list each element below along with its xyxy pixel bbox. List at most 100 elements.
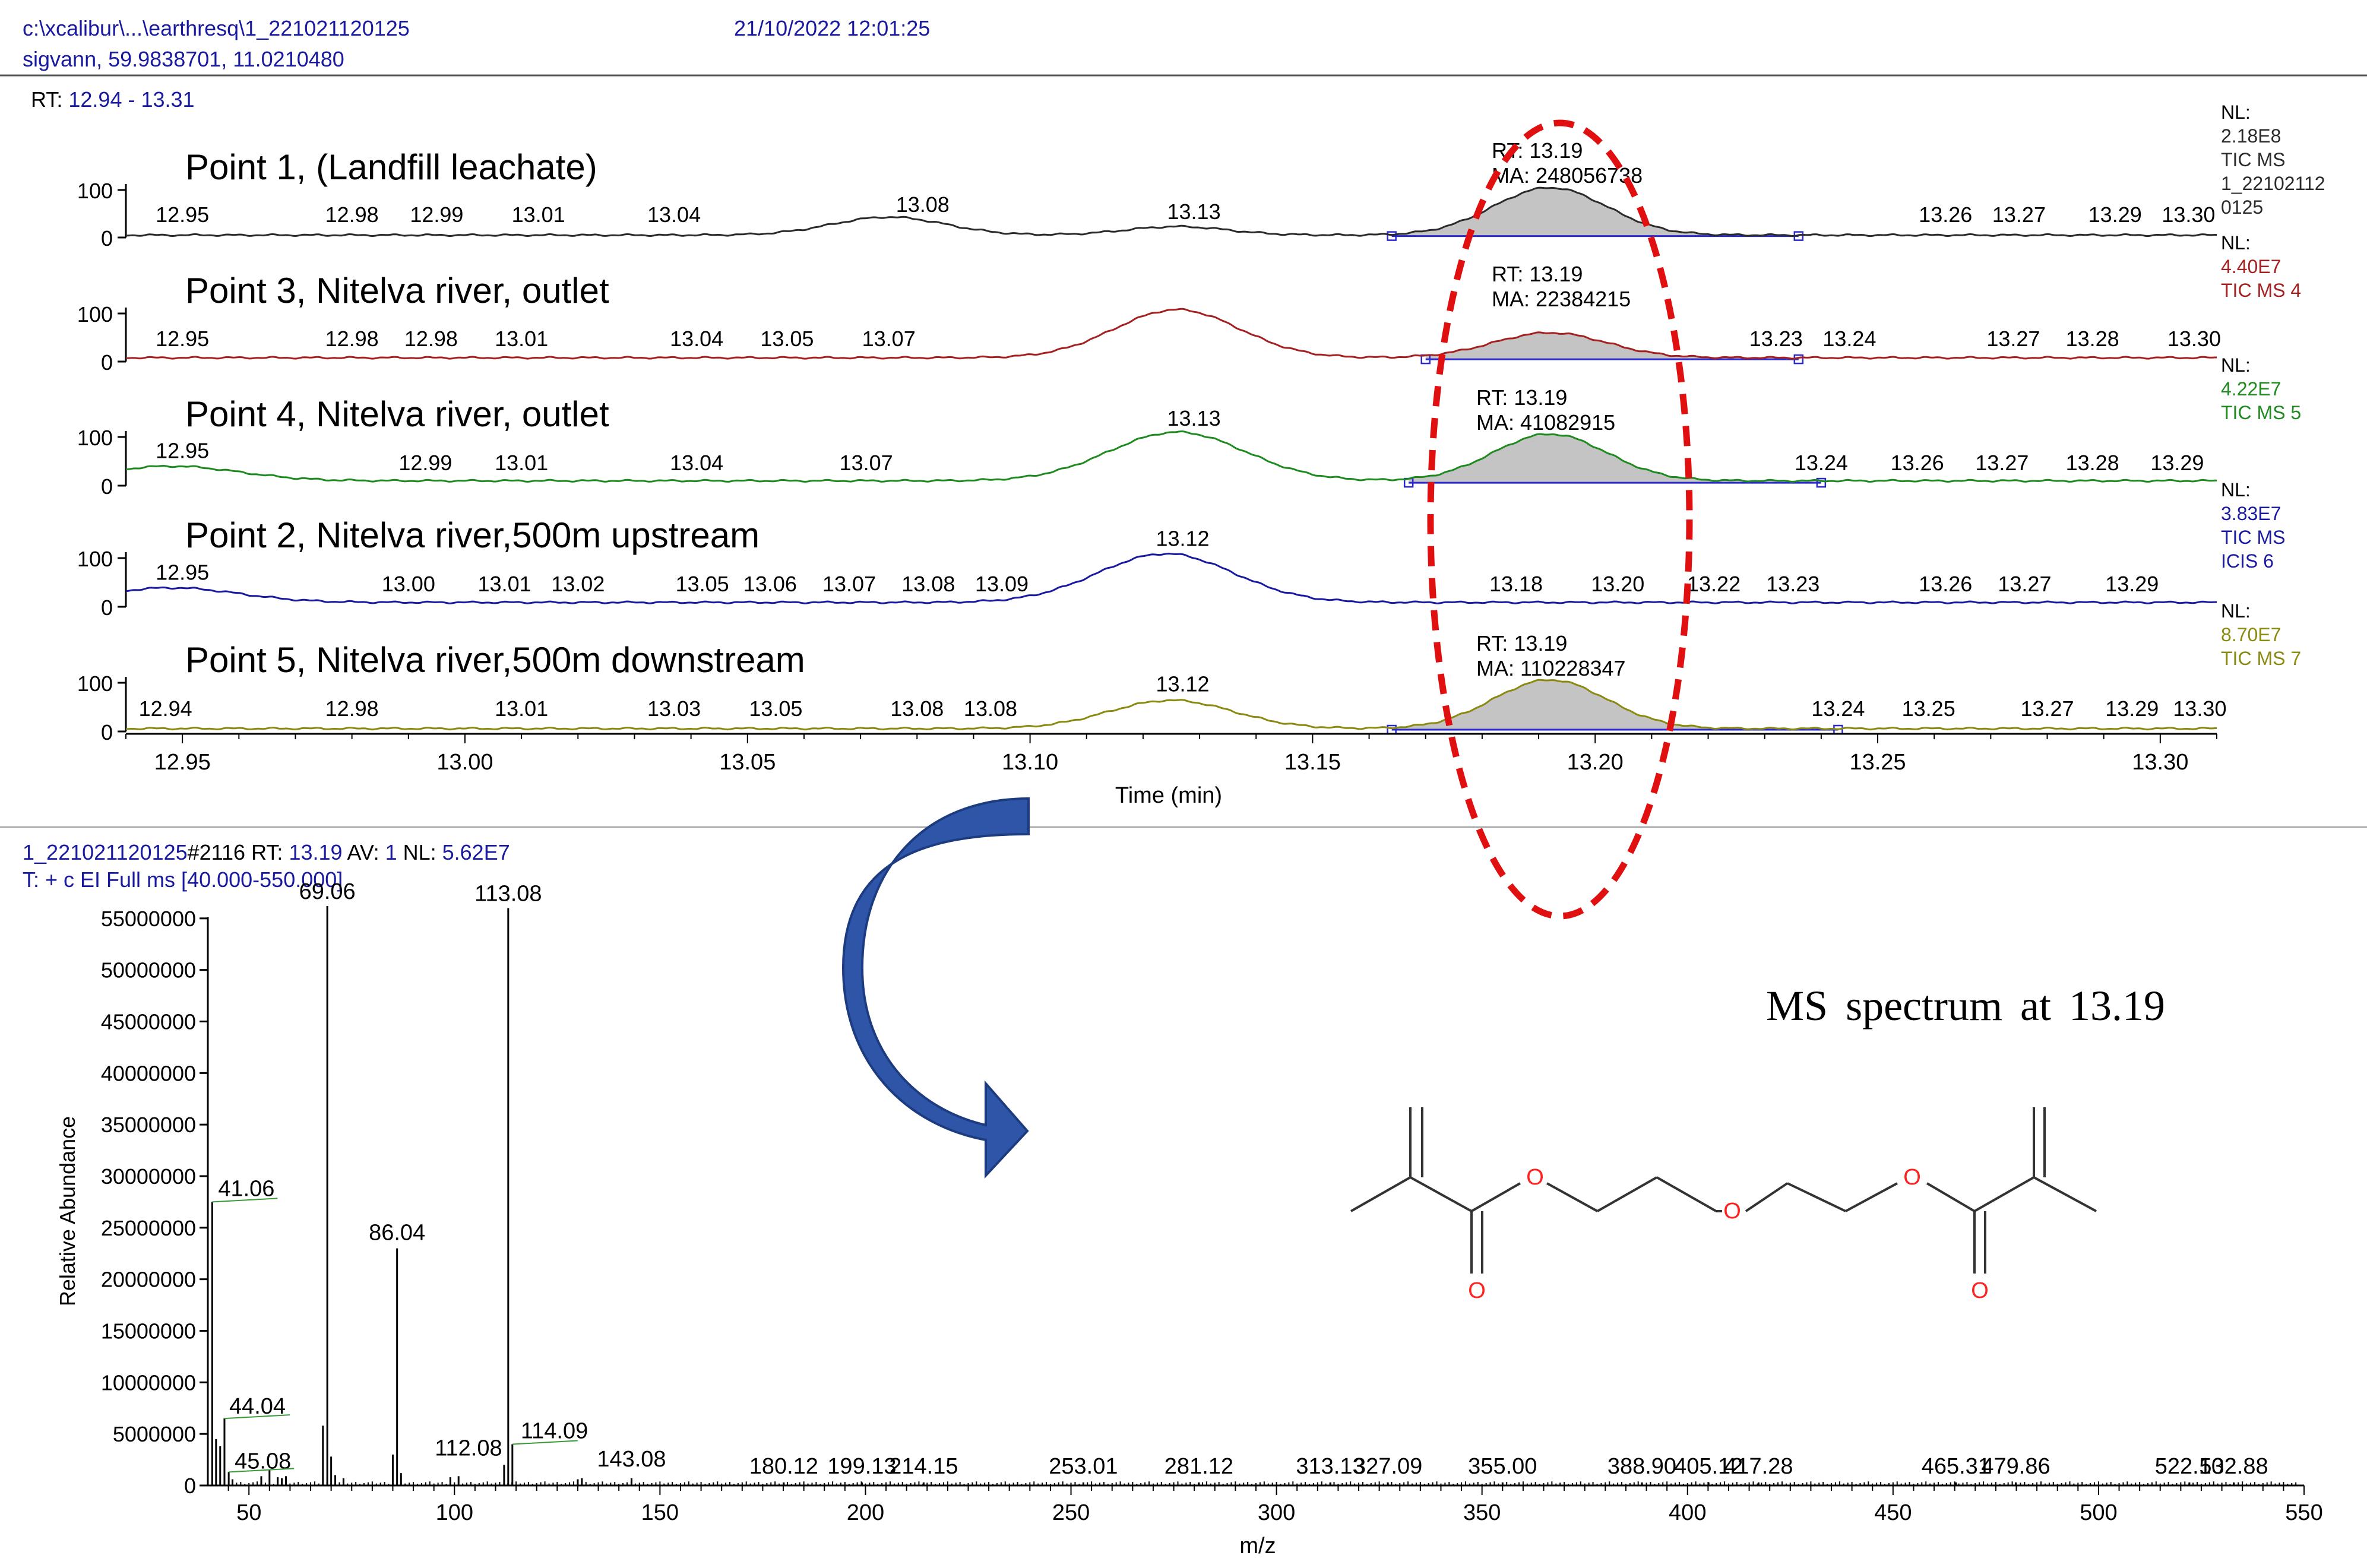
integrated-peak-area bbox=[1391, 680, 1838, 730]
spectrum-x-tick-label: 200 bbox=[847, 1500, 884, 1525]
spectrum-label-leader bbox=[212, 1198, 278, 1203]
peak-rt-label: 13.30 bbox=[2162, 202, 2215, 227]
spectrum-x-tick-label: 100 bbox=[436, 1500, 473, 1525]
trace-nl-info: NL: bbox=[2221, 102, 2251, 123]
spectrum-y-tick-label: 10000000 bbox=[101, 1370, 196, 1395]
trace-y-tick-label: 0 bbox=[101, 720, 113, 745]
spectrum-y-tick-label: 40000000 bbox=[101, 1061, 196, 1085]
spectrum-x-tick-label: 400 bbox=[1669, 1500, 1706, 1525]
spectrum-peak-label: 532.88 bbox=[2199, 1454, 2268, 1479]
structure-bond bbox=[1974, 1176, 2034, 1212]
trace-y-tick-label: 100 bbox=[77, 547, 113, 571]
trace-y-tick-label: 0 bbox=[101, 350, 113, 375]
peak-rt-label: 13.29 bbox=[2105, 696, 2159, 721]
peak-rt-label: 13.25 bbox=[1902, 696, 1955, 721]
trace-nl-info: TIC MS 5 bbox=[2221, 402, 2301, 423]
trace-nl-info: NL: bbox=[2221, 479, 2251, 501]
header-rt-label: RT: bbox=[31, 87, 63, 112]
spectrum-peak-label: 214.15 bbox=[889, 1454, 958, 1479]
trace-nl-info: NL: bbox=[2221, 600, 2251, 622]
structure-bond bbox=[1597, 1176, 1657, 1212]
structure-bond bbox=[1745, 1182, 1789, 1212]
spectrum-x-tick-label: 150 bbox=[641, 1500, 679, 1525]
peak-rt-label: 13.08 bbox=[901, 572, 955, 596]
header-sample: sigvann, 59.9838701, 11.0210480 bbox=[23, 47, 344, 71]
structure-atom-oxygen: O bbox=[1971, 1278, 1989, 1303]
trace-nl-info: 2.18E8 bbox=[2221, 125, 2281, 147]
peak-rt-label: 13.13 bbox=[1167, 406, 1221, 430]
spectrum-peak-label: 479.86 bbox=[1981, 1454, 2050, 1479]
spectrum-y-tick-label: 25000000 bbox=[101, 1216, 196, 1240]
peak-rt-label: 13.24 bbox=[1811, 696, 1865, 721]
spectrum-x-tick-label: 300 bbox=[1258, 1500, 1295, 1525]
peak-rt-label: 13.07 bbox=[862, 327, 916, 351]
spectrum-peak-label: 355.00 bbox=[1468, 1454, 1537, 1479]
spectrum-peak-label: 69.06 bbox=[299, 879, 356, 904]
trace-nl-info: 8.70E7 bbox=[2221, 624, 2281, 645]
peak-rt-label: 13.01 bbox=[495, 327, 548, 351]
peak-rt-label: 13.26 bbox=[1919, 202, 1972, 227]
peak-rt-label: 13.24 bbox=[1795, 451, 1848, 475]
peak-rt-label: 13.09 bbox=[975, 572, 1029, 596]
structure-bond bbox=[1787, 1182, 1846, 1212]
time-tick-label: 13.00 bbox=[436, 750, 493, 775]
spectrum-peak-label: 41.06 bbox=[218, 1176, 274, 1201]
peak-rt-label: 13.03 bbox=[647, 696, 701, 721]
spectrum-peak-label: 143.08 bbox=[597, 1447, 666, 1472]
structure-bond bbox=[1656, 1176, 1717, 1212]
curved-arrow bbox=[841, 797, 1030, 1179]
integration-marker bbox=[1816, 477, 1827, 488]
trace-nl-info: TIC MS 7 bbox=[2221, 648, 2301, 669]
peak-rt-label: 13.30 bbox=[2173, 696, 2226, 721]
trace-line bbox=[125, 430, 2217, 483]
peak-rt-label: 13.24 bbox=[1822, 327, 1876, 351]
scan-info-part: RT: bbox=[245, 840, 289, 864]
trace-line bbox=[125, 679, 2217, 731]
peak-rt-label: 13.30 bbox=[2167, 327, 2221, 351]
structure-atom-oxygen: O bbox=[1468, 1278, 1486, 1303]
peak-rt-label: 12.94 bbox=[139, 696, 192, 721]
peak-rt-annotation: RT: 13.19 bbox=[1476, 631, 1567, 655]
trace-nl-info: 0125 bbox=[2221, 197, 2263, 218]
peak-rt-label: 13.28 bbox=[2066, 451, 2119, 475]
peak-rt-label: 12.98 bbox=[404, 327, 458, 351]
header-rt-value: 12.94 - 13.31 bbox=[68, 87, 195, 112]
spectrum-title: MS spectrum at 13.19 bbox=[1766, 982, 2165, 1030]
peak-rt-label: 13.12 bbox=[1156, 672, 1209, 696]
peak-rt-label: 13.01 bbox=[495, 696, 548, 721]
peak-rt-label: 13.29 bbox=[2088, 202, 2142, 227]
spectrum-x-tick-label: 50 bbox=[236, 1500, 261, 1525]
structure-bond bbox=[1410, 1176, 1472, 1212]
trace-title: Point 2, Nitelva river,500m upstream bbox=[185, 515, 760, 555]
spectrum-peak-label: 313.13 bbox=[1296, 1454, 1365, 1479]
peak-rt-label: 13.01 bbox=[495, 451, 548, 475]
peak-area-annotation: MA: 110228347 bbox=[1476, 656, 1626, 680]
peak-rt-label: 12.98 bbox=[325, 202, 379, 227]
peak-rt-label: 13.18 bbox=[1489, 572, 1543, 596]
spectrum-peak-label: 114.09 bbox=[521, 1419, 588, 1444]
structure-bond bbox=[1350, 1176, 1411, 1212]
structure-atom-oxygen: O bbox=[1723, 1199, 1741, 1224]
scan-info-line: 1_221021120125#2116 RT: 13.19 AV: 1 NL: … bbox=[23, 840, 510, 864]
spectrum-x-tick-label: 250 bbox=[1052, 1500, 1090, 1525]
spectrum-x-tick-label: 500 bbox=[2080, 1500, 2117, 1525]
trace-nl-info: 4.40E7 bbox=[2221, 256, 2281, 277]
scan-info-part: #2116 bbox=[188, 840, 245, 864]
structure-bond bbox=[2033, 1176, 2097, 1212]
peak-rt-label: 13.05 bbox=[676, 572, 729, 596]
scan-info-part: 1 bbox=[385, 840, 397, 864]
trace-y-tick-label: 100 bbox=[77, 302, 113, 327]
molecule-structure: O O O O O bbox=[1350, 1107, 2097, 1303]
trace-nl-info: ICIS 6 bbox=[2221, 550, 2274, 572]
spectrum-x-tick-label: 450 bbox=[1874, 1500, 1912, 1525]
spectrum-peak-label: 86.04 bbox=[369, 1221, 425, 1246]
spectrum-label-leader bbox=[512, 1440, 578, 1445]
spectrum-peak-label: 327.09 bbox=[1353, 1454, 1422, 1479]
scan-info-part: 1_221021120125 bbox=[23, 840, 188, 864]
peak-rt-label: 13.05 bbox=[760, 327, 814, 351]
trace-line bbox=[125, 186, 2217, 237]
trace-nl-info: 4.22E7 bbox=[2221, 378, 2281, 400]
trace-y-tick-label: 0 bbox=[101, 226, 113, 251]
peak-rt-label: 12.95 bbox=[156, 202, 209, 227]
peak-rt-label: 13.02 bbox=[551, 572, 605, 596]
